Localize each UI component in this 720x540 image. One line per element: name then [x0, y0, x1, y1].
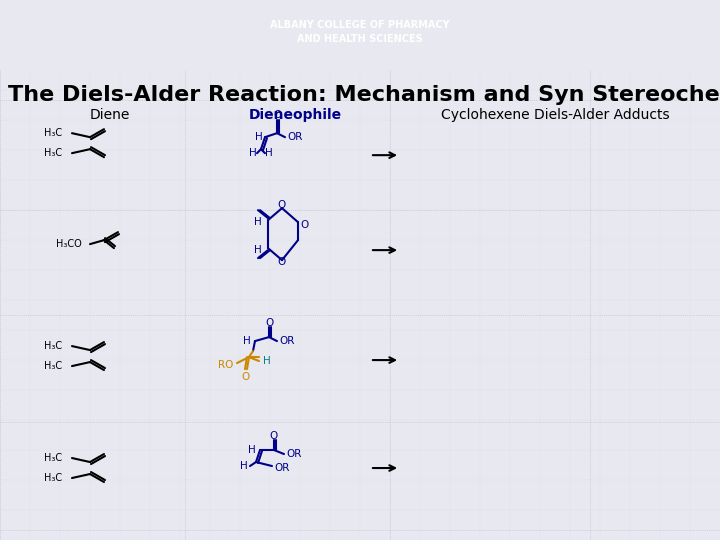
Text: H: H — [254, 245, 262, 255]
Text: H₃C: H₃C — [44, 473, 62, 483]
Text: H₃C: H₃C — [44, 361, 62, 371]
Text: Diene: Diene — [90, 108, 130, 122]
Text: O: O — [265, 318, 273, 328]
Text: H: H — [263, 356, 271, 366]
Text: RO: RO — [217, 360, 233, 370]
Text: O: O — [273, 110, 281, 120]
Text: H₃C: H₃C — [44, 341, 62, 351]
Text: H: H — [249, 148, 257, 158]
Text: OR: OR — [279, 336, 294, 346]
Text: Dieneophile: Dieneophile — [248, 108, 341, 122]
Text: H₃C: H₃C — [44, 148, 62, 158]
Text: H: H — [254, 217, 262, 227]
Text: O: O — [270, 431, 278, 441]
Text: H: H — [243, 336, 251, 346]
Text: O: O — [300, 220, 308, 230]
Text: The Diels-Alder Reaction: Mechanism and Syn Stereochemistry: The Diels-Alder Reaction: Mechanism and … — [8, 85, 720, 105]
Text: H₃CO: H₃CO — [56, 239, 82, 249]
Text: ALBANY COLLEGE OF PHARMACY
AND HEALTH SCIENCES: ALBANY COLLEGE OF PHARMACY AND HEALTH SC… — [270, 19, 450, 44]
Text: H: H — [256, 132, 263, 142]
Text: H: H — [265, 148, 273, 158]
Text: Cyclohexene Diels-Alder Adducts: Cyclohexene Diels-Alder Adducts — [441, 108, 670, 122]
Text: O: O — [278, 257, 286, 267]
Text: H: H — [240, 461, 248, 471]
Text: H₃C: H₃C — [44, 453, 62, 463]
Text: OR: OR — [274, 463, 289, 473]
Text: H₃C: H₃C — [44, 128, 62, 138]
Text: OR: OR — [286, 449, 302, 459]
Text: O: O — [278, 200, 286, 210]
Text: OR: OR — [287, 132, 302, 142]
Text: H: H — [248, 445, 256, 455]
Text: O: O — [241, 372, 249, 382]
